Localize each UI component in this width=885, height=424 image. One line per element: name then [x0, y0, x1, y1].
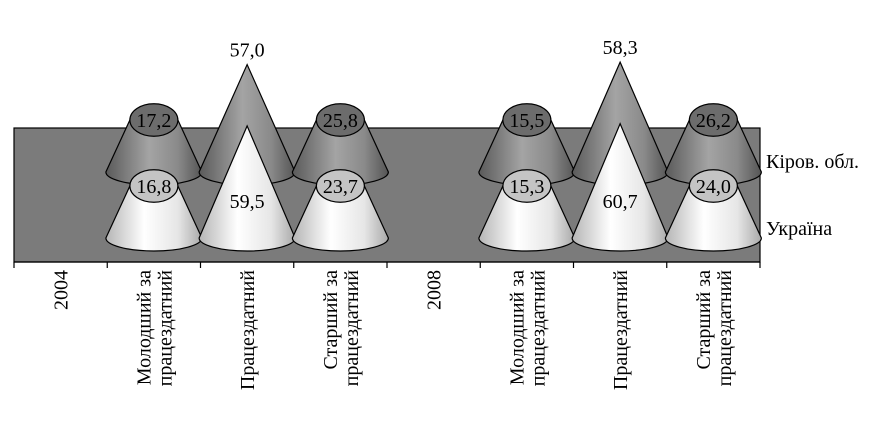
cone-kirov [664, 103, 762, 186]
data-label-kirov: 57,0 [230, 40, 265, 62]
data-label-kirov: 17,2 [136, 110, 171, 132]
x-tick-label: Старший запрацездатний [693, 270, 736, 387]
x-axis-tick-labels: 2004 Молодший запрацездатний Працездатний С… [51, 270, 736, 390]
data-label-ukraine: 24,0 [696, 176, 731, 198]
x-tick-label: Працездатний [237, 270, 259, 390]
cone-ukraine [105, 169, 203, 252]
x-tick-label: Молодший запрацездатний [506, 270, 549, 387]
data-label-kirov: 15,5 [509, 110, 544, 132]
x-tick-label: 2008 [424, 270, 446, 310]
data-label-kirov: 26,2 [696, 110, 731, 132]
cone-ukraine [664, 169, 762, 252]
x-tick-label: Молодший запрацездатний [133, 270, 176, 387]
x-tick-label: Працездатний [610, 270, 632, 390]
x-tick-label: Старший запрацездатний [320, 270, 363, 387]
data-label-kirov: 25,8 [323, 110, 358, 132]
cone-kirov [478, 103, 576, 186]
series-label-kirov: Кіров. обл. [766, 151, 859, 173]
series-ukraine-layer [105, 122, 762, 252]
data-label-ukraine: 15,3 [509, 176, 544, 198]
series-label-ukraine: Україна [766, 218, 832, 240]
data-labels: 17,2 16,8 57,0 59,5 25,8 23,7 15,5 15,3 58,3 60,7… [136, 37, 731, 213]
cone-ukraine [291, 169, 389, 252]
data-label-ukraine: 16,8 [136, 176, 171, 198]
cone-kirov [291, 103, 389, 186]
data-label-ukraine: 60,7 [603, 191, 638, 213]
data-label-kirov: 58,3 [603, 37, 638, 59]
data-label-ukraine: 23,7 [323, 176, 358, 198]
cone-ukraine [478, 169, 576, 252]
x-axis-ticks [13, 262, 761, 268]
series-labels: Кіров. обл. Україна [766, 151, 859, 240]
x-tick-label: 2004 [51, 270, 73, 310]
data-label-ukraine: 59,5 [230, 191, 265, 213]
